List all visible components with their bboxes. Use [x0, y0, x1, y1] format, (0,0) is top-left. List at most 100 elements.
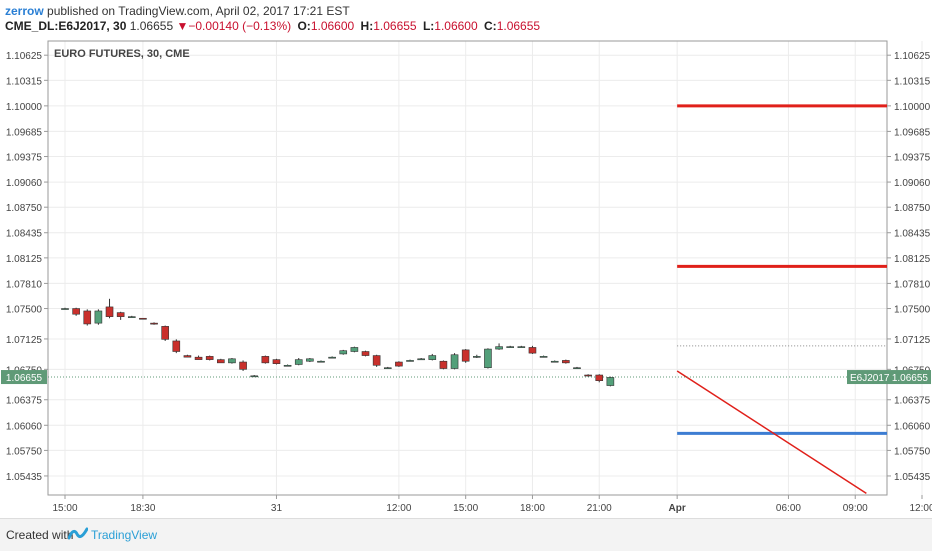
y-tick-label: 1.05750 [894, 446, 931, 457]
author-link[interactable]: zerrow [5, 4, 44, 18]
last-price-tag-left-label: 1.06655 [6, 373, 43, 384]
y-tick-label: 1.07125 [6, 335, 43, 346]
x-tick-label: 12:00 [909, 503, 932, 514]
candlestick-chart[interactable]: EURO FUTURES, 30, CME 1.106251.103151.10… [0, 40, 932, 518]
candle [461, 349, 470, 363]
y-tick-label: 1.08750 [6, 203, 43, 214]
y-tick-label: 1.08125 [6, 254, 43, 265]
candle-body [361, 351, 370, 356]
last-price: 1.06655 [129, 19, 174, 33]
x-tick-label: 09:00 [843, 503, 868, 514]
candle-body [94, 310, 103, 324]
candle-body [383, 367, 392, 370]
tradingview-brand-link[interactable]: TradingView [91, 528, 158, 542]
price-tags: 1.06655 E6J2017 1.06655 [1, 370, 931, 385]
candle [72, 307, 80, 316]
candle-body [127, 316, 136, 318]
high-label: H: [360, 19, 374, 33]
candle [372, 354, 381, 367]
candle [361, 350, 370, 357]
candle [439, 360, 448, 370]
candle-body [239, 361, 247, 370]
time-axis[interactable]: 15:00 18:30 31 12:00 15:00 18:00 21:00 Apr 06:00… [52, 495, 932, 514]
left-price-axis[interactable]: 1.10625 1.10315 1.10000 1.09685 1.09375 1.090… [6, 51, 48, 483]
candle [339, 349, 348, 355]
candle-body [116, 312, 125, 317]
right-price-axis[interactable]: 1.10625 1.10315 1.10000 1.09685 1.09375 1.090… [887, 51, 931, 483]
y-tick-label: 1.09375 [894, 153, 931, 164]
x-tick-label: 18:30 [130, 503, 155, 514]
last-price-tag-right-label: 1.06655 [892, 373, 929, 384]
open-label: O: [297, 19, 311, 33]
candle [272, 358, 281, 365]
candle [183, 354, 192, 358]
y-tick-label: 1.08435 [6, 229, 43, 240]
created-with-text: Created with [6, 528, 74, 542]
last-price-tag-left [1, 370, 47, 385]
close-label: C: [484, 19, 497, 33]
candle-body [584, 374, 592, 377]
candles [61, 298, 615, 387]
candle-body [495, 346, 503, 350]
y-tick-label: 1.10000 [6, 102, 43, 113]
candle-body [105, 306, 114, 317]
x-tick-label: 06:00 [776, 503, 801, 514]
candle [517, 345, 526, 348]
candle [606, 376, 615, 387]
candle-body [461, 349, 470, 362]
candle-body [417, 358, 425, 361]
y-tick-label: 1.08435 [894, 229, 931, 240]
y-tick-label: 1.07125 [894, 335, 931, 346]
candle-body [72, 308, 80, 315]
candle-body [228, 358, 236, 364]
candle [395, 361, 403, 367]
y-tick-label: 1.07810 [6, 279, 43, 290]
candle [127, 315, 136, 318]
candle [228, 357, 236, 364]
y-tick-label: 1.05435 [894, 472, 931, 483]
close-value: 1.06655 [496, 19, 541, 33]
chart-header: zerrow published on TradingView.com, Apr… [0, 0, 932, 40]
candle [261, 355, 270, 364]
y-tick-label: 1.06375 [894, 396, 931, 407]
candle-body [194, 356, 203, 360]
footer: Created with TradingView [0, 518, 932, 551]
candle-body [339, 350, 348, 355]
price-change: −0.00140 (−0.13%) [188, 19, 292, 33]
candle-body [183, 355, 192, 358]
open-value: 1.06600 [310, 19, 355, 33]
candle-body [317, 360, 325, 363]
candle-body [350, 347, 359, 352]
candle [317, 360, 325, 363]
candle-body [161, 326, 169, 340]
candle-body [406, 360, 414, 362]
candle [539, 355, 548, 358]
drawing-levels[interactable] [48, 104, 887, 495]
candle-body [573, 367, 581, 370]
x-tick-label: 15:00 [453, 503, 478, 514]
candle [495, 343, 503, 350]
candle-body [139, 317, 147, 320]
chart-title: EURO FUTURES, 30, CME [54, 48, 190, 60]
low-label: L: [422, 19, 435, 33]
candle [484, 348, 492, 369]
x-tick-label: Apr [669, 503, 686, 514]
candle [417, 357, 425, 361]
candle-body [506, 346, 515, 348]
y-tick-label: 1.10315 [894, 76, 931, 87]
tradingview-logo-icon[interactable] [68, 527, 88, 541]
candle [406, 359, 414, 362]
candle [450, 353, 459, 370]
candle [217, 358, 225, 364]
y-tick-label: 1.07500 [894, 305, 931, 316]
candle-body [306, 358, 314, 362]
candle-body [539, 356, 548, 358]
candle [94, 309, 103, 325]
x-tick-label: 15:00 [52, 503, 77, 514]
candle-body [172, 340, 181, 352]
candle-body [562, 360, 570, 364]
y-tick-label: 1.09060 [894, 178, 931, 189]
candle [194, 355, 203, 360]
candle [573, 366, 581, 370]
candle-body [528, 347, 537, 354]
